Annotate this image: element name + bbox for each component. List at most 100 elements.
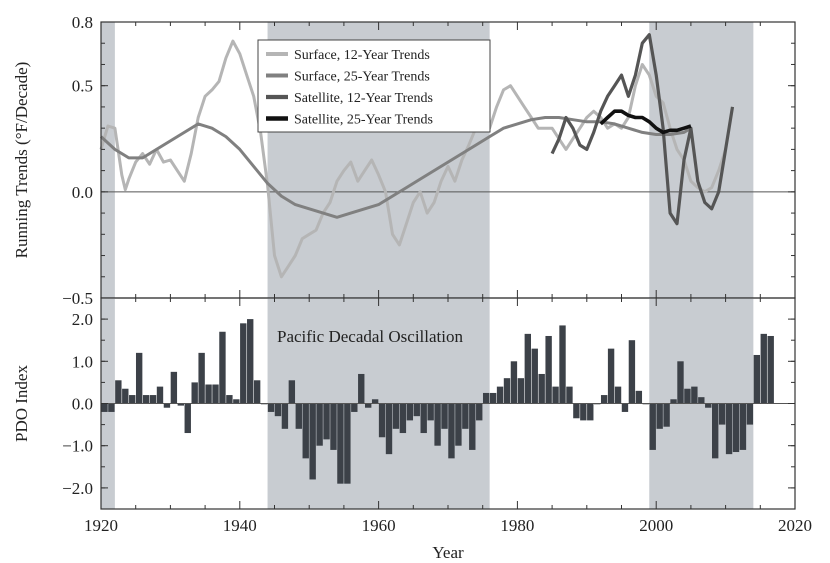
pdo-bar-1932 xyxy=(184,403,191,434)
pdo-bar-1924 xyxy=(129,395,136,404)
pdo-bar-1925 xyxy=(135,352,143,404)
pdo-bar-1989 xyxy=(580,403,587,421)
x-tick-label-2: 1960 xyxy=(362,516,396,535)
pdo-bar-1986 xyxy=(559,325,566,404)
pdo-bar-1988 xyxy=(573,403,580,419)
pdo-bar-1942 xyxy=(253,380,261,404)
top-y-tick-label-0: 0.8 xyxy=(72,13,93,32)
pdo-bar-1982 xyxy=(531,348,538,404)
pdo-bar-2007 xyxy=(705,403,712,408)
pdo-bar-1981 xyxy=(524,333,531,404)
bottom-y-tick-label-3: −1.0 xyxy=(62,437,93,456)
pdo-bar-1961 xyxy=(385,403,393,455)
pdo-bar-1935 xyxy=(205,384,212,404)
pdo-bar-1939 xyxy=(233,399,240,404)
top-y-tick-label-3: −0.5 xyxy=(62,289,93,308)
pdo-bar-1938 xyxy=(226,395,233,404)
top-y-tick-label-1: 0.5 xyxy=(72,77,93,96)
top-y-ticks: 0.8 0.5 0.0 −0.5 xyxy=(62,13,795,308)
pdo-bar-2001 xyxy=(663,403,670,427)
pdo-bar-1995 xyxy=(621,403,629,412)
pdo-bar-1952 xyxy=(323,403,330,440)
pdo-bar-1987 xyxy=(566,386,573,404)
pdo-bar-2002 xyxy=(670,399,677,404)
pdo-bar-1940 xyxy=(240,323,247,404)
bottom-y-tick-label-0: 2.0 xyxy=(72,310,93,329)
pdo-bar-1967 xyxy=(427,403,434,421)
pdo-bar-1979 xyxy=(510,361,518,404)
pdo-bar-1974 xyxy=(476,403,483,421)
legend-entry-3: Satellite, 25-Year Trends xyxy=(294,113,433,128)
bottom-y-ticks: 2.0 1.0 0.0 −1.0 −2.0 xyxy=(62,310,795,498)
x-tick-label-5: 2020 xyxy=(778,516,812,535)
pdo-bar-1923 xyxy=(122,388,129,404)
x-ticks: 1920 1940 1960 1980 2000 2020 xyxy=(84,22,812,535)
pdo-bar-1966 xyxy=(420,403,427,434)
pdo-bar-1959 xyxy=(371,399,379,404)
pdo-bar-1927 xyxy=(149,395,157,404)
pdo-bar-1928 xyxy=(156,386,164,404)
pdo-bar-1955 xyxy=(344,403,351,484)
pdo-bar-1963 xyxy=(399,403,407,434)
pdo-bar-2011 xyxy=(732,403,740,453)
pdo-bar-1978 xyxy=(503,378,511,404)
pdo-bar-1984 xyxy=(545,335,552,404)
bottom-panel-frame xyxy=(100,297,796,510)
bottom-y-axis-label: PDO Index xyxy=(12,365,31,442)
pdo-bar-1973 xyxy=(469,403,476,450)
shaded-period-top-0 xyxy=(101,22,115,298)
pdo-bar-2006 xyxy=(698,397,705,404)
pdo-bar-1944 xyxy=(267,403,275,412)
trend-panel: 0.8 0.5 0.0 −0.5 Running Trends (°F/Decade)… xyxy=(12,13,796,308)
pdo-bar-1994 xyxy=(614,386,622,404)
bottom-y-tick-label-4: −2.0 xyxy=(62,479,93,498)
pdo-bar-1969 xyxy=(441,403,448,429)
pdo-bar-1946 xyxy=(281,403,289,429)
pdo-bar-1948 xyxy=(295,403,302,429)
pdo-bar-1976 xyxy=(489,392,497,404)
pdo-bar-1971 xyxy=(455,403,462,446)
pdo-bar-2009 xyxy=(718,403,726,425)
pdo-panel: 2.0 1.0 0.0 −1.0 −2.0 1920 1940 1960 1980 2000 20… xyxy=(12,22,812,562)
pdo-bar-1929 xyxy=(163,403,171,408)
pdo-bar-1922 xyxy=(115,380,122,404)
pdo-bar-1960 xyxy=(378,403,386,438)
pdo-bar-1997 xyxy=(635,390,643,404)
pdo-annotation: Pacific Decadal Oscillation xyxy=(277,327,463,346)
top-y-axis-label: Running Trends (°F/Decade) xyxy=(12,62,31,259)
pdo-bar-1975 xyxy=(482,392,490,404)
pdo-bar-1996 xyxy=(628,340,636,404)
pdo-bar-2000 xyxy=(656,403,663,429)
pdo-bar-1962 xyxy=(392,403,400,429)
trend-series xyxy=(99,33,735,279)
pdo-bar-1947 xyxy=(288,380,296,404)
pdo-bar-1953 xyxy=(330,403,337,450)
legend-entry-0: Surface, 12-Year Trends xyxy=(294,48,430,63)
x-tick-label-3: 1980 xyxy=(500,516,534,535)
pdo-bar-1949 xyxy=(302,403,309,459)
pdo-bar-1941 xyxy=(247,319,254,404)
pdo-bar-2015 xyxy=(760,333,767,404)
pdo-bar-1999 xyxy=(649,403,656,450)
pdo-bar-2010 xyxy=(725,403,733,455)
pdo-bar-1983 xyxy=(538,373,545,404)
pdo-bar-1926 xyxy=(142,395,150,404)
pdo-bar-1993 xyxy=(607,348,615,404)
series-line-3 xyxy=(599,109,692,135)
pdo-bar-2014 xyxy=(753,354,761,404)
pdo-bar-1965 xyxy=(413,403,420,417)
pdo-bar-1950 xyxy=(309,403,316,480)
series-line-2 xyxy=(550,33,735,226)
x-tick-label-1: 1940 xyxy=(223,516,257,535)
pdo-bar-1957 xyxy=(358,373,365,404)
pdo-bar-1992 xyxy=(600,395,608,404)
series-line-0 xyxy=(99,39,728,279)
pdo-bars xyxy=(101,319,795,484)
pdo-bar-1968 xyxy=(434,403,441,446)
pdo-bar-1936 xyxy=(212,384,219,404)
bottom-y-tick-label-1: 1.0 xyxy=(72,352,93,371)
pdo-bar-1934 xyxy=(198,352,205,404)
pdo-bar-1954 xyxy=(337,403,344,484)
x-tick-label-4: 2000 xyxy=(639,516,673,535)
